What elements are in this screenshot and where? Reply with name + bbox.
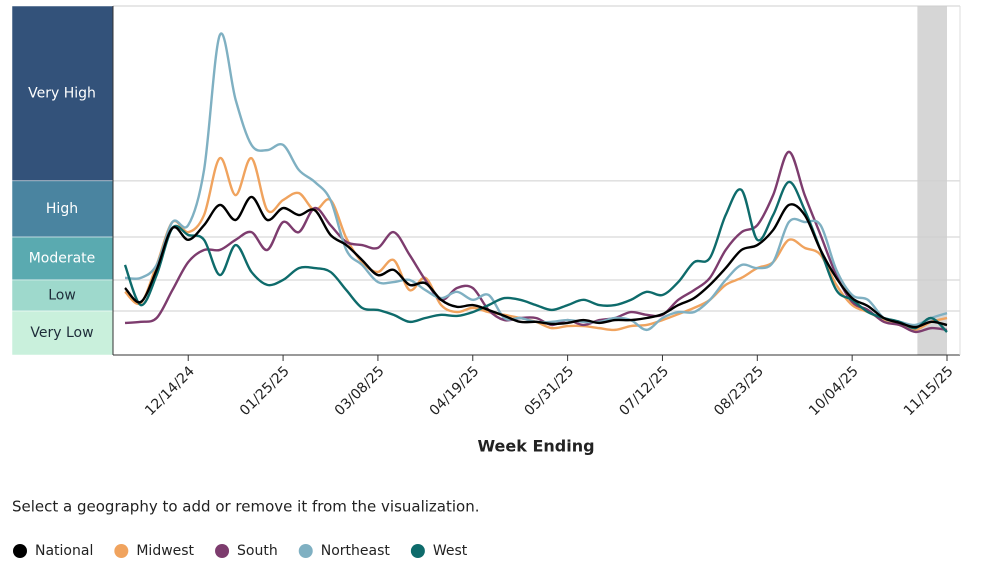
legend-item[interactable]: South (215, 543, 278, 559)
x-tick-label: 03/08/25 (332, 363, 388, 419)
legend-swatch (13, 544, 27, 558)
x-tick-label: 12/14/24 (142, 363, 198, 419)
legend-swatch (215, 544, 230, 558)
x-tick-label: 08/23/25 (711, 363, 767, 419)
series-line (124, 150, 948, 334)
series-line (124, 195, 948, 329)
legend-item[interactable]: West (410, 543, 468, 559)
x-tick-label: 01/25/25 (237, 363, 293, 419)
level-band (11, 5, 114, 182)
level-label: Very Low (30, 325, 93, 341)
level-band (11, 236, 114, 281)
legend-label: South (237, 543, 278, 559)
level-band (11, 279, 114, 312)
series-line (124, 32, 948, 332)
level-band (11, 310, 114, 356)
legend-label: Northeast (321, 543, 391, 559)
level-label: Low (48, 287, 76, 303)
instruction: Select a geography to add or remove it f… (12, 498, 480, 516)
legend-swatch (410, 544, 425, 558)
x-tick-label: 04/19/25 (427, 363, 483, 419)
legend-label: Midwest (136, 543, 194, 559)
series-line (123, 180, 948, 333)
x-axis-label: Week Ending (477, 437, 594, 456)
x-tick-label: 05/31/25 (521, 363, 577, 419)
legend-item[interactable]: Midwest (114, 543, 195, 559)
legend-label: West (433, 543, 468, 559)
legend-item[interactable]: Northeast (298, 543, 391, 559)
legend-item[interactable]: National (13, 543, 93, 559)
level-label: Moderate (29, 251, 96, 267)
x-tick-label: 07/12/25 (616, 363, 672, 419)
x-tick-label: 10/04/25 (806, 363, 862, 419)
legend-swatch (298, 544, 313, 558)
level-label: High (46, 201, 78, 217)
level-label: Very High (28, 85, 96, 101)
legend-swatch (114, 544, 129, 558)
legend-label: National (35, 543, 93, 559)
x-tick-label: 11/15/25 (901, 363, 957, 419)
